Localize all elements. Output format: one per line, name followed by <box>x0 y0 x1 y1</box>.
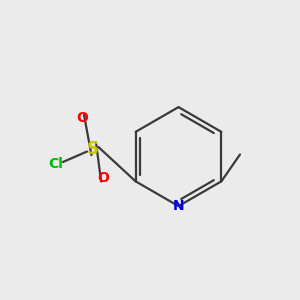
Text: Cl: Cl <box>48 157 63 170</box>
Text: N: N <box>173 199 184 213</box>
Text: O: O <box>98 172 110 185</box>
Text: S: S <box>87 140 99 158</box>
Text: O: O <box>76 112 88 125</box>
